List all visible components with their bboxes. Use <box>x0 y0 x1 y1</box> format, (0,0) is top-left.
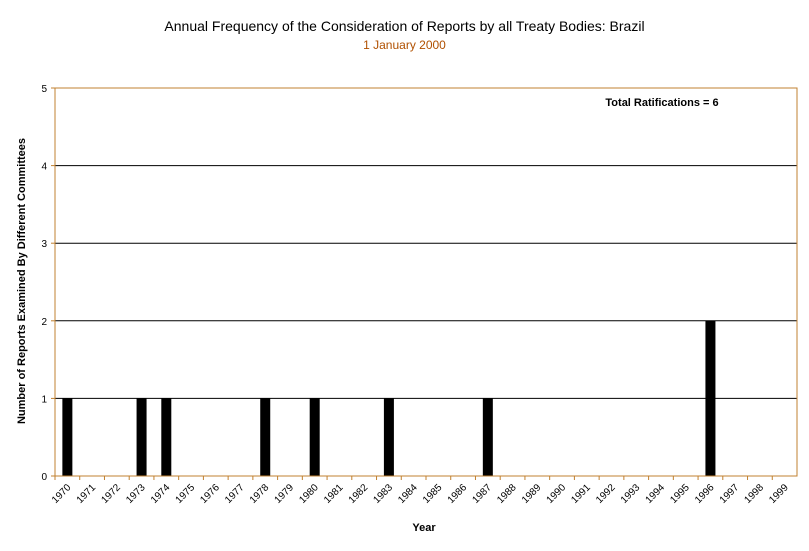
y-tick-label: 2 <box>41 317 47 328</box>
x-tick-label: 1988 <box>495 482 519 506</box>
x-tick-labels: 1970 1971 1972 1973 1974 1975 1976 1977 1978 1979… <box>50 482 791 506</box>
chart-title: Annual Frequency of the Consideration of… <box>164 18 645 34</box>
x-tick-label: 1998 <box>743 482 767 506</box>
x-tick-label: 1972 <box>99 482 123 506</box>
x-tick-label: 1974 <box>149 482 173 506</box>
x-tick-label: 1992 <box>594 482 618 506</box>
x-tick-label: 1985 <box>421 482 445 506</box>
x-tick-label: 1975 <box>174 482 198 506</box>
axes <box>51 87 798 480</box>
y-tick-label: 3 <box>41 239 47 250</box>
x-tick-label: 1971 <box>75 482 99 506</box>
x-tick-label: 1989 <box>520 482 544 506</box>
bar-1996 <box>705 320 716 476</box>
x-axis-label: Year <box>412 522 436 534</box>
y-tick-labels: 0 1 2 3 4 5 <box>41 84 47 483</box>
x-tick-label: 1999 <box>767 482 791 506</box>
x-tick-label: 1991 <box>569 482 593 506</box>
grid-lines <box>55 87 797 399</box>
bars <box>62 320 716 476</box>
bar-1978 <box>260 398 271 476</box>
bar-1980 <box>309 398 320 476</box>
x-tick-label: 1994 <box>644 482 668 506</box>
x-tick-label: 1973 <box>124 482 148 506</box>
x-tick-label: 1977 <box>223 482 247 506</box>
bar-1983 <box>383 398 394 476</box>
x-tick-label: 1987 <box>470 482 494 506</box>
x-tick-label: 1982 <box>347 482 371 506</box>
x-tick-label: 1995 <box>668 482 692 506</box>
x-tick-label: 1980 <box>297 482 321 506</box>
x-tick-label: 1997 <box>718 482 742 506</box>
y-axis-label: Number of Reports Examined By Different … <box>16 138 28 424</box>
y-tick-label: 0 <box>41 472 47 483</box>
x-tick-label: 1993 <box>619 482 643 506</box>
x-tick-label: 1986 <box>446 482 470 506</box>
x-tick-label: 1979 <box>273 482 297 506</box>
x-tick-label: 1981 <box>322 482 346 506</box>
x-tick-label: 1978 <box>248 482 272 506</box>
bar-1974 <box>161 398 172 476</box>
chart-subtitle: 1 January 2000 <box>363 38 446 52</box>
x-tick-label: 1996 <box>693 482 717 506</box>
bar-1970 <box>62 398 73 476</box>
y-tick-label: 4 <box>41 162 47 173</box>
y-tick-label: 5 <box>41 84 47 95</box>
x-tick-label: 1984 <box>396 482 420 506</box>
x-tick-label: 1983 <box>372 482 396 506</box>
y-tick-label: 1 <box>41 394 47 405</box>
total-ratifications-annotation: Total Ratifications = 6 <box>605 97 718 109</box>
x-tick-label: 1970 <box>50 482 74 506</box>
x-tick-label: 1976 <box>198 482 222 506</box>
bar-1973 <box>136 398 147 476</box>
bar-1987 <box>482 398 493 476</box>
x-tick-label: 1990 <box>545 482 569 506</box>
